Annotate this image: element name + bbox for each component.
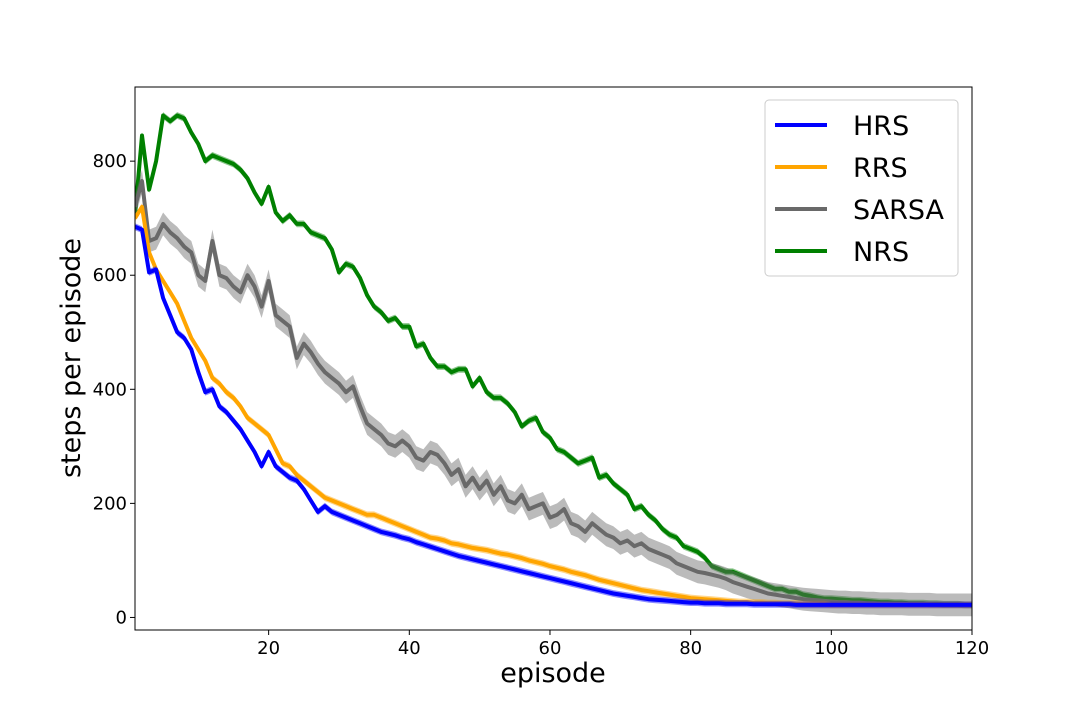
legend-label-sarsa: SARSA [853,195,945,226]
x-axis: 20 40 60 80 100 120 [257,630,989,659]
y-tick-label: 200 [93,493,127,514]
legend-label-rrs: RRS [853,153,908,184]
y-tick-label: 0 [116,607,127,628]
y-tick-label: 400 [93,379,127,400]
y-tick-label: 600 [93,265,127,286]
legend-box [764,99,959,277]
x-tick-label: 100 [814,638,848,659]
series-line-sarsa [135,179,972,607]
series-band-hrs [135,223,972,609]
series-line-nrs [135,113,972,607]
legend-label-nrs: NRS [853,237,909,268]
series-line-hrs [135,224,972,607]
y-axis-title: steps per episode [56,238,87,478]
x-tick-label: 80 [679,638,702,659]
legend-label-hrs: HRS [853,111,909,142]
x-tick-label: 20 [257,638,280,659]
plot-area [135,112,972,617]
x-tick-label: 40 [398,638,421,659]
legend: HRS RRS SARSA NRS [764,99,959,277]
y-tick-label: 800 [93,151,127,172]
x-tick-label: 60 [539,638,562,659]
axes-frame [134,86,973,631]
y-axis: 0 200 400 600 800 [93,151,135,628]
x-axis-title: episode [500,658,606,689]
x-tick-label: 120 [955,638,989,659]
series-band-sarsa [135,169,972,617]
